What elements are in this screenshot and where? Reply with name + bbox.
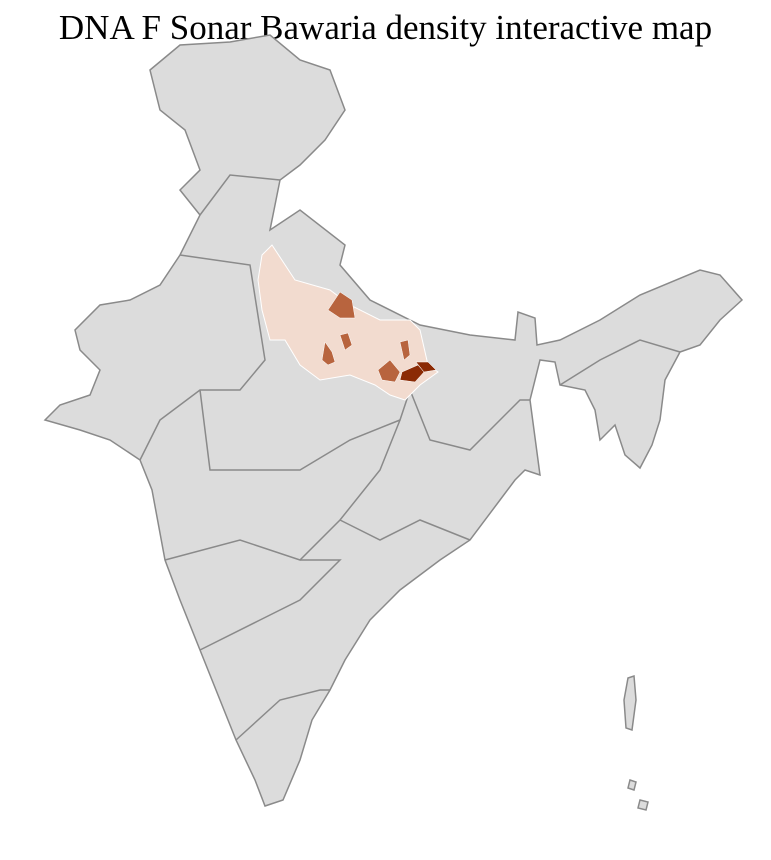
- state-border: [339, 519, 471, 541]
- andaman-islands: [623, 674, 637, 731]
- state-border: [139, 254, 266, 461]
- state-border: [199, 559, 342, 651]
- nicobar-islands: [627, 779, 637, 791]
- map-title: DNA F Sonar Bawaria density interactive …: [58, 8, 713, 47]
- state-border: [199, 389, 411, 471]
- india-outline: [43, 34, 744, 807]
- medium-density-district[interactable]: [377, 359, 401, 383]
- high-density-district[interactable]: [415, 361, 437, 373]
- state-border: [409, 389, 530, 451]
- medium-density-district[interactable]: [327, 291, 356, 319]
- india-landmass: [43, 34, 744, 811]
- state-border: [164, 419, 401, 561]
- high-density-district[interactable]: [399, 364, 425, 383]
- state-borders: [139, 174, 681, 741]
- medium-density-district[interactable]: [339, 332, 353, 351]
- state-border: [559, 339, 681, 386]
- medium-density-district[interactable]: [399, 339, 411, 361]
- state-border: [199, 174, 281, 216]
- medium-density-district[interactable]: [321, 341, 336, 366]
- state-border: [235, 689, 330, 741]
- uttar-pradesh-region[interactable]: [257, 244, 439, 401]
- nicobar-islands-south: [637, 799, 649, 811]
